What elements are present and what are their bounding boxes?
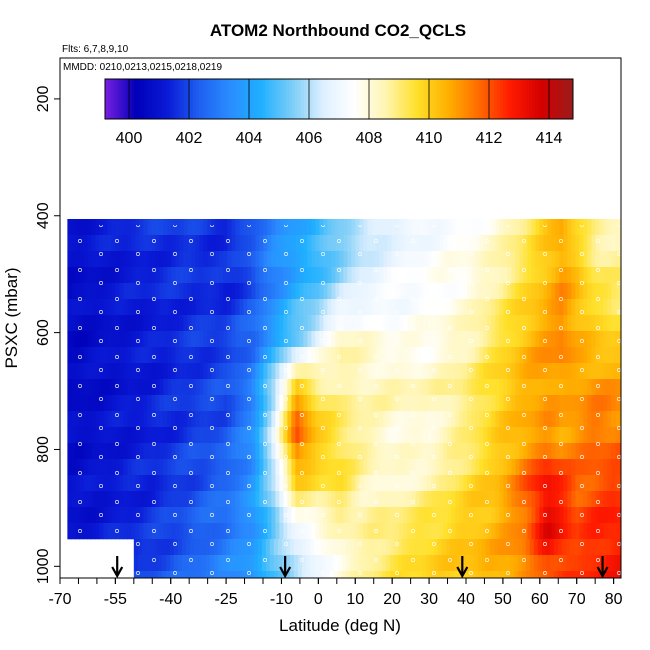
mmdd-annotation: MMDD: 0210,0213,0215,0218,0219 <box>63 62 222 73</box>
colorbar-tick-label: 406 <box>296 130 323 147</box>
x-tick-label: -40 <box>159 591 182 608</box>
colorbar-tick-label: 408 <box>356 130 383 147</box>
colorbar-tick-label: 404 <box>236 130 263 147</box>
colorbar-tick-label: 400 <box>116 130 143 147</box>
flight-arrow <box>596 556 609 579</box>
flight-arrows <box>111 556 609 579</box>
x-tick-label: 70 <box>568 591 586 608</box>
y-axis: 200 400 600 800 1000 <box>35 85 60 584</box>
x-tick-label: 80 <box>605 591 623 608</box>
colorbar-tick-label: 410 <box>416 130 443 147</box>
x-tick-label: 50 <box>494 591 512 608</box>
x-tick-label: -10 <box>270 591 293 608</box>
flight-arrow <box>111 556 124 579</box>
colorbar-tick-label: 402 <box>176 130 203 147</box>
y-tick-label: 400 <box>35 202 52 229</box>
x-axis-label: Latitude (deg N) <box>279 616 401 635</box>
y-axis-label: PSXC (mbar) <box>2 267 21 368</box>
colorbar: 400 402 404 406 408 410 412 414 <box>104 78 574 147</box>
x-tick-label: 30 <box>420 591 438 608</box>
x-tick-label: 10 <box>346 591 364 608</box>
y-tick-label: 600 <box>35 319 52 346</box>
colorbar-tick-label: 414 <box>536 130 563 147</box>
plot-frame <box>59 57 622 579</box>
y-tick-label: 200 <box>35 85 52 112</box>
data-point-markers <box>67 225 621 578</box>
x-tick-label: 40 <box>457 591 475 608</box>
y-tick-label: 1000 <box>35 548 52 584</box>
x-tick-label: -25 <box>215 591 238 608</box>
x-tick-label: -70 <box>48 591 71 608</box>
colorbar-tick-label: 412 <box>476 130 503 147</box>
chart-subtitle: Flts: 6,7,8,9,10 <box>62 44 129 55</box>
x-tick-label: 0 <box>314 591 323 608</box>
y-tick-label: 800 <box>35 436 52 463</box>
x-tick-label: 20 <box>383 591 401 608</box>
x-tick-label: -55 <box>104 591 127 608</box>
flight-arrow <box>456 556 469 579</box>
flight-arrow <box>279 556 292 579</box>
x-axis: -70 -55 -40 -25 -10 0 10 20 30 40 50 60 70 80 <box>48 578 623 608</box>
x-tick-label: 60 <box>531 591 549 608</box>
chart-title: ATOM2 Northbound CO2_QCLS <box>210 21 466 40</box>
